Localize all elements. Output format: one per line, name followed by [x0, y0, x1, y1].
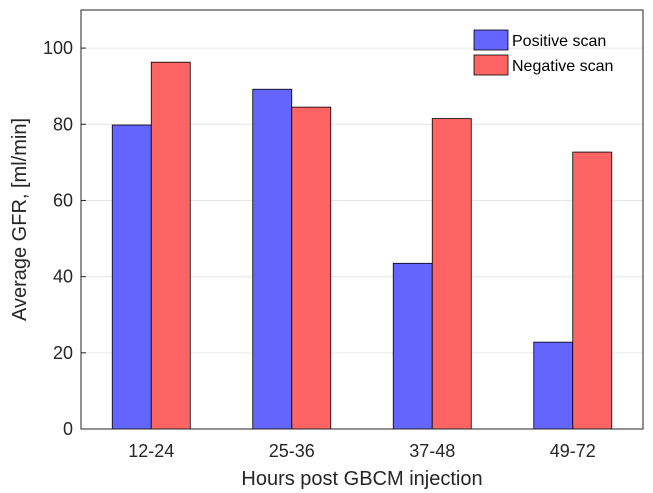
y-axis-ticks: 0 20 40 60 80 100 — [43, 38, 86, 439]
y-tick-label: 0 — [63, 419, 73, 439]
legend-swatch-negative-scan — [473, 54, 509, 76]
y-tick-label: 80 — [53, 114, 73, 134]
legend-label-negative-scan: Negative scan — [512, 58, 613, 75]
bar-negative-scan-25-36 — [291, 106, 332, 430]
bar-marks — [111, 61, 613, 430]
y-axis-title: Average GFR, [ml/min] — [9, 118, 31, 321]
legend-label-positive-scan: Positive scan — [512, 33, 606, 50]
y-tick-label: 60 — [53, 190, 73, 210]
y-tick-label: 40 — [53, 267, 73, 287]
x-axis-title: Hours post GBCM injection — [241, 468, 482, 490]
bar-positive-scan-49-72 — [533, 341, 574, 430]
x-axis-ticks: 12-24 25-36 37-48 49-72 — [128, 424, 596, 461]
bar-negative-scan-37-48 — [431, 118, 472, 430]
bar-negative-scan-12-24 — [150, 61, 191, 430]
x-tick-label: 25-36 — [269, 441, 315, 461]
bar-negative-scan-49-72 — [572, 151, 613, 430]
bar-positive-scan-37-48 — [392, 262, 433, 430]
bar-positive-scan-25-36 — [252, 88, 293, 430]
plot-frame — [80, 9, 644, 430]
y-tick-label: 100 — [43, 38, 73, 58]
legend: Positive scan Negative scan — [473, 29, 613, 76]
y-tick-label: 20 — [53, 343, 73, 363]
bar-positive-scan-12-24 — [111, 124, 152, 430]
legend-swatch-positive-scan — [473, 29, 509, 51]
x-tick-label: 37-48 — [409, 441, 455, 461]
x-tick-label: 12-24 — [128, 441, 174, 461]
x-tick-label: 49-72 — [550, 441, 596, 461]
